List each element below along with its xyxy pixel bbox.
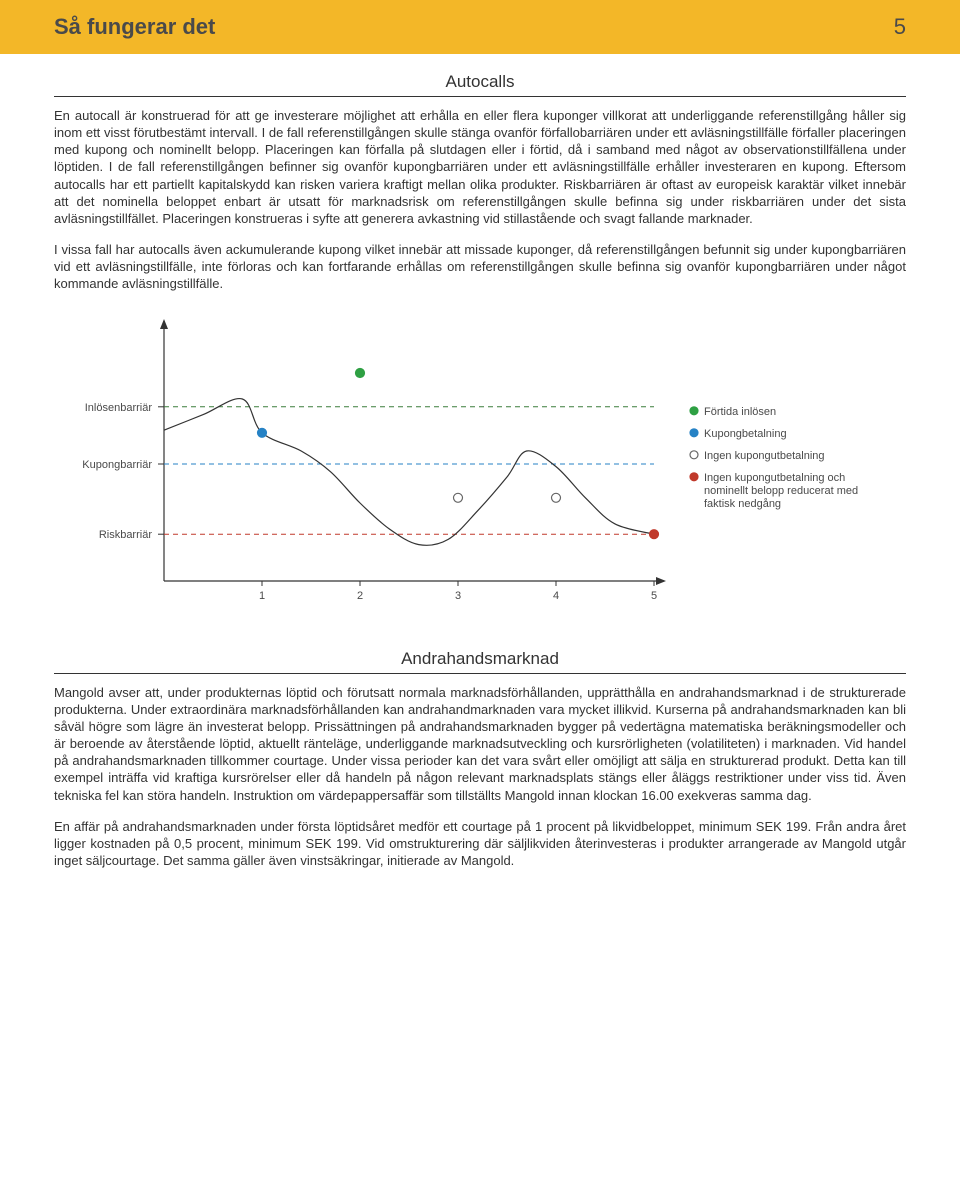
page-content: Autocalls En autocall är konstruerad för… — [0, 54, 960, 923]
legend-label: faktisk nedgång — [704, 497, 781, 509]
x-tick-label: 5 — [651, 590, 657, 602]
autocall-chart-svg: Inlösenbarriär Kupongbarriär Riskbarriär 1 2… — [54, 311, 906, 621]
section-heading-autocalls: Autocalls — [54, 72, 906, 92]
autocalls-paragraph-1: En autocall är konstruerad för att ge in… — [54, 107, 906, 227]
legend-label: Ingen kupongutbetalning och — [704, 471, 845, 483]
barrier-label-inlosen: Inlösenbarriär — [85, 401, 153, 413]
section-rule — [54, 673, 906, 674]
legend-label: Ingen kupongutbetalning — [704, 449, 825, 461]
legend-label: nominellt belopp reducerat med — [704, 484, 858, 496]
x-tick-label: 4 — [553, 590, 559, 602]
legend-label: Kupongbetalning — [704, 427, 787, 439]
barrier-label-kupong: Kupongbarriär — [82, 459, 152, 471]
page-title: Så fungerar det — [54, 14, 215, 40]
section-rule — [54, 96, 906, 97]
barrier-label-risk: Riskbarriär — [99, 529, 153, 541]
page-number: 5 — [894, 14, 906, 40]
section-heading-andrahand: Andrahandsmarknad — [54, 649, 906, 669]
header-bar: Så fungerar det 5 — [0, 0, 960, 54]
x-tick-label: 1 — [259, 590, 265, 602]
andrahand-paragraph-2: En affär på andrahandsmarknaden under fö… — [54, 818, 906, 869]
x-tick-label: 3 — [455, 590, 461, 602]
autocall-chart: Inlösenbarriär Kupongbarriär Riskbarriär 1 2… — [54, 311, 906, 621]
legend-label: Förtida inlösen — [704, 405, 776, 417]
andrahand-paragraph-1: Mangold avser att, under produkternas lö… — [54, 684, 906, 804]
x-tick-label: 2 — [357, 590, 363, 602]
autocalls-paragraph-2: I vissa fall har autocalls även ackumule… — [54, 241, 906, 292]
